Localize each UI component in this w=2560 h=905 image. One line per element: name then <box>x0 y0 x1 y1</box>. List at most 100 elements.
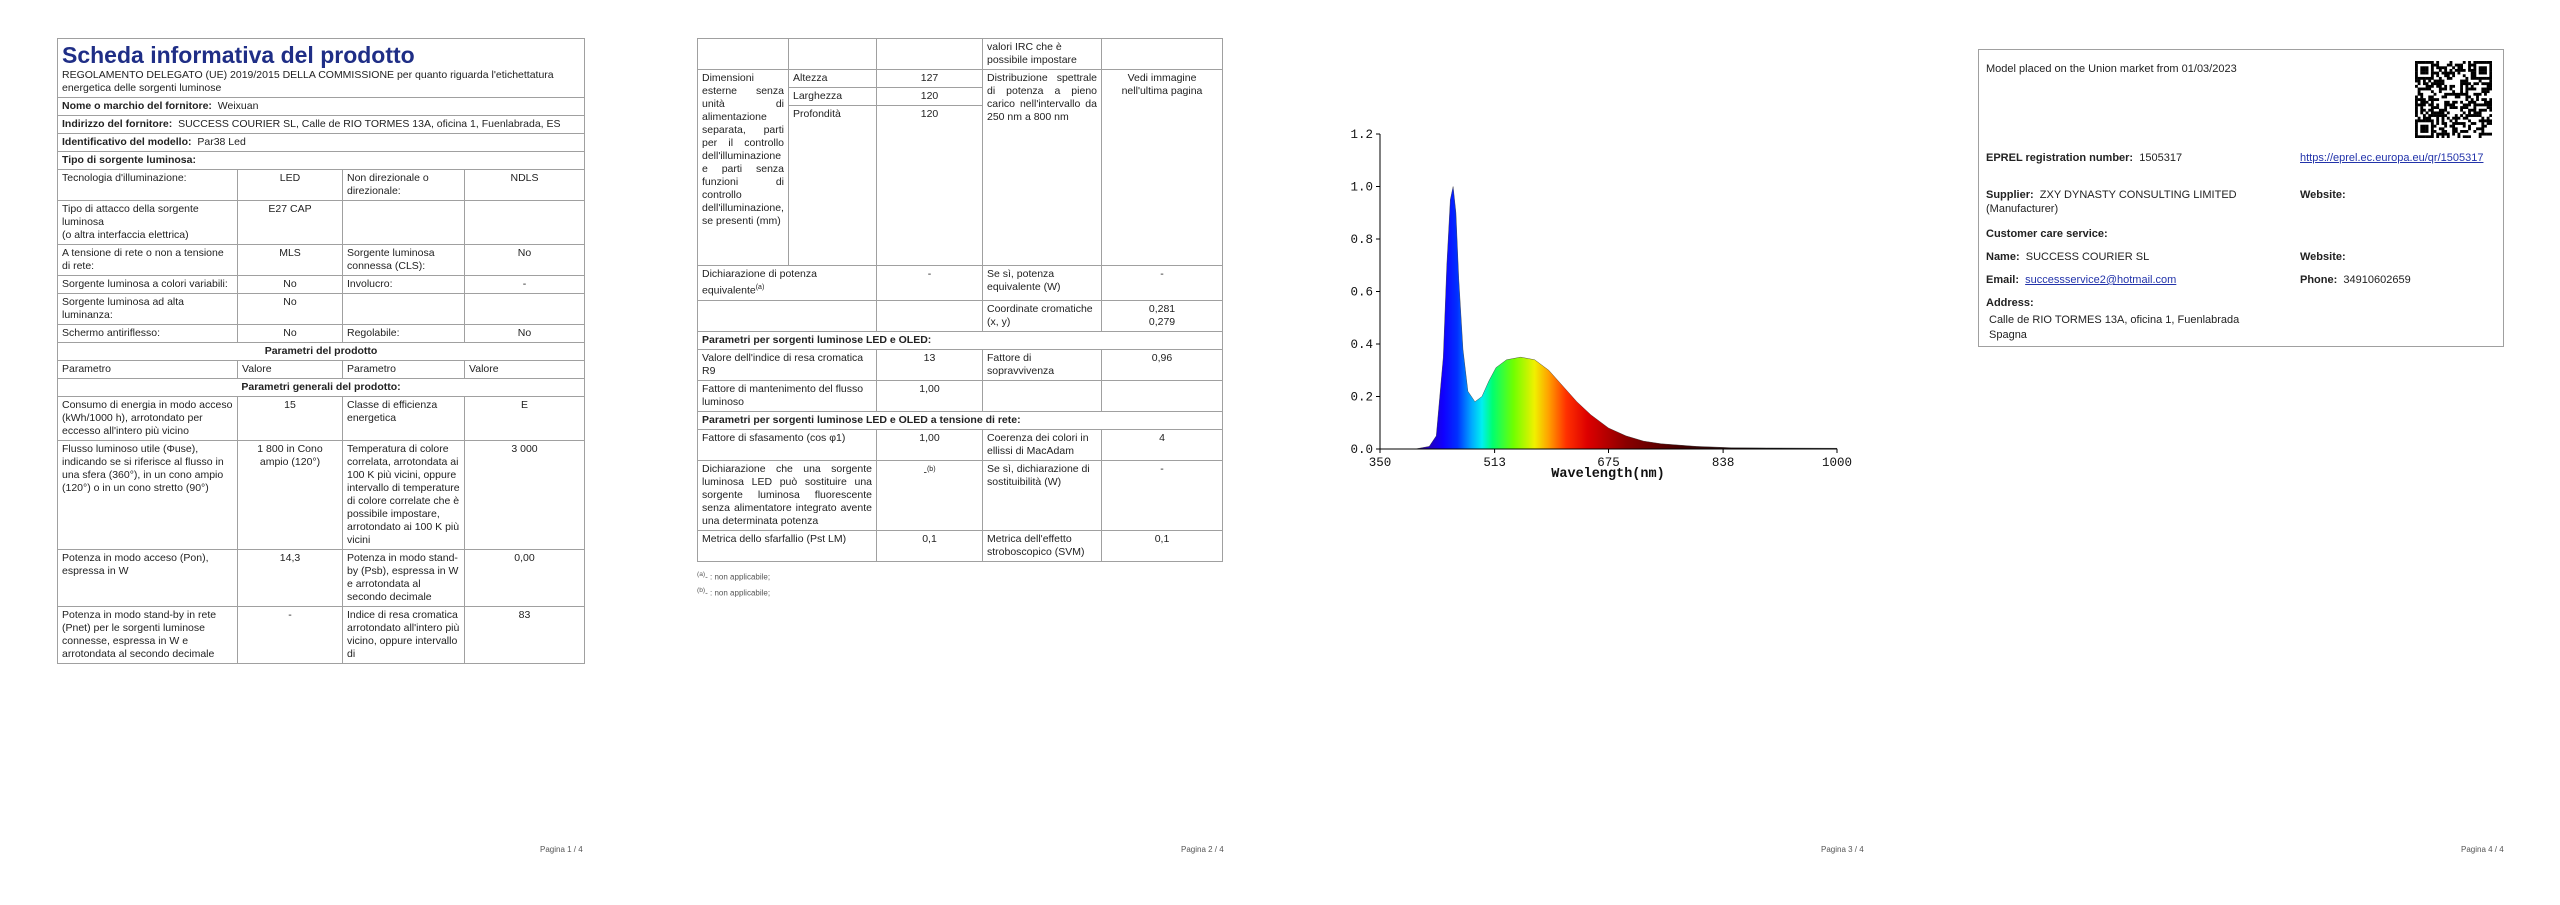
table-cell: Flusso luminoso utile (Φuse), indicando … <box>57 440 238 550</box>
qr-module <box>2436 103 2440 107</box>
qr-module <box>2473 63 2477 67</box>
qr-module <box>2422 71 2426 75</box>
eprel-link[interactable]: https://eprel.ec.europa.eu/qr/1505317 <box>2300 152 2484 164</box>
qr-module <box>2422 116 2426 120</box>
qr-module <box>2425 119 2429 123</box>
label: Supplier: <box>1986 189 2034 201</box>
qr-module <box>2478 71 2482 75</box>
qr-module <box>2428 116 2432 120</box>
qr-module <box>2449 71 2453 75</box>
table-cell: 83 <box>463 606 585 664</box>
qr-module <box>2465 92 2469 96</box>
qr-module <box>2436 135 2440 138</box>
label: Customer care service: <box>1986 228 2108 240</box>
qr-module <box>2428 103 2432 107</box>
qr-module <box>2481 61 2485 64</box>
qr-module <box>2470 74 2474 78</box>
qr-module <box>2415 114 2418 117</box>
table-cell: 0,96 <box>1101 348 1223 381</box>
qr-module <box>2420 98 2424 102</box>
table-cell: - <box>237 606 343 664</box>
qr-module <box>2449 124 2453 128</box>
qr-module <box>2484 124 2487 128</box>
table-row: Consumo di energia in modo acceso (kWh/1… <box>57 396 585 441</box>
qr-module <box>2457 71 2461 75</box>
qr-module <box>2454 95 2458 99</box>
qr-module <box>2457 135 2461 138</box>
qr-module <box>2468 87 2471 91</box>
qr-module <box>2436 74 2440 78</box>
page-1: Scheda informativa del prodotto REGOLAMEN… <box>57 38 585 821</box>
qr-module <box>2438 66 2442 70</box>
table-cell: Fattore di sfasamento (cos φ1) <box>697 428 877 461</box>
qr-module <box>2433 114 2437 117</box>
qr-module <box>2422 127 2426 131</box>
qr-module <box>2441 116 2445 120</box>
table-row: Parametri del prodotto <box>57 342 585 361</box>
qr-module <box>2438 76 2442 80</box>
qr-module <box>2486 106 2490 109</box>
qr-module <box>2452 103 2456 107</box>
qr-module <box>2430 119 2434 123</box>
table-cell: Parametri per sorgenti luminose LED e OL… <box>697 410 1223 430</box>
table-cell <box>982 379 1102 412</box>
table-row: Schermo antiriflesso: No Regolabile: No <box>57 324 585 343</box>
qr-module <box>2454 114 2458 117</box>
qr-module <box>2420 108 2424 112</box>
qr-module <box>2436 98 2440 102</box>
table-cell: Se sì, potenza equivalente (W) <box>982 265 1102 301</box>
qr-module <box>2481 68 2485 72</box>
qr-module <box>2481 119 2485 123</box>
qr-module <box>2425 127 2429 131</box>
qr-module <box>2415 127 2418 131</box>
qr-module <box>2484 108 2487 112</box>
table-cell: No <box>237 293 343 325</box>
qr-module <box>2468 61 2471 64</box>
email-link[interactable]: successservice2@hotmail.com <box>2025 274 2177 286</box>
qr-module <box>2415 76 2418 80</box>
value: - : non applicabile; <box>705 572 771 582</box>
qr-module <box>2430 111 2434 115</box>
qr-module <box>2476 103 2479 107</box>
text: Customer care service: <box>1986 227 2108 241</box>
qr-module <box>2433 71 2437 75</box>
qr-module <box>2441 135 2445 138</box>
qr-module <box>2425 76 2429 80</box>
qr-module <box>2468 108 2471 112</box>
qr-module <box>2420 135 2424 138</box>
y-tick-label: 0.6 <box>1350 286 1373 300</box>
qr-module <box>2473 61 2477 64</box>
table-cell <box>463 293 585 325</box>
qr-module <box>2489 82 2492 86</box>
qr-module <box>2449 76 2453 80</box>
qr-module <box>2478 111 2482 115</box>
table-cell: 0,1 <box>1101 529 1223 562</box>
qr-module <box>2436 66 2440 70</box>
qr-module <box>2430 135 2434 138</box>
qr-module <box>2425 87 2429 91</box>
qr-module <box>2441 122 2445 125</box>
qr-module <box>2460 63 2463 67</box>
qr-module <box>2441 132 2445 136</box>
qr-module <box>2473 100 2477 104</box>
qr-module <box>2484 103 2487 107</box>
qr-module <box>2446 92 2450 96</box>
qr-module <box>2462 111 2466 115</box>
table-row: valori IRC che è possibile impostare <box>697 38 1223 70</box>
qr-module <box>2436 114 2440 117</box>
qr-module <box>2462 82 2466 86</box>
label: EPREL registration number: <box>1986 152 2134 164</box>
qr-module <box>2481 98 2485 102</box>
qr-module <box>2438 84 2442 88</box>
qr-module <box>2436 132 2440 136</box>
qr-module <box>2489 108 2492 112</box>
table-cell: LED <box>237 169 343 201</box>
qr-module <box>2446 63 2450 67</box>
qr-module <box>2452 66 2456 70</box>
table-row: Tipo di attacco della sorgente luminosa … <box>57 200 585 245</box>
qr-module <box>2428 79 2432 83</box>
qr-module <box>2460 82 2463 86</box>
table-cell: 3 000 <box>463 440 585 550</box>
table-cell <box>1101 379 1223 412</box>
qr-module <box>2430 84 2434 88</box>
